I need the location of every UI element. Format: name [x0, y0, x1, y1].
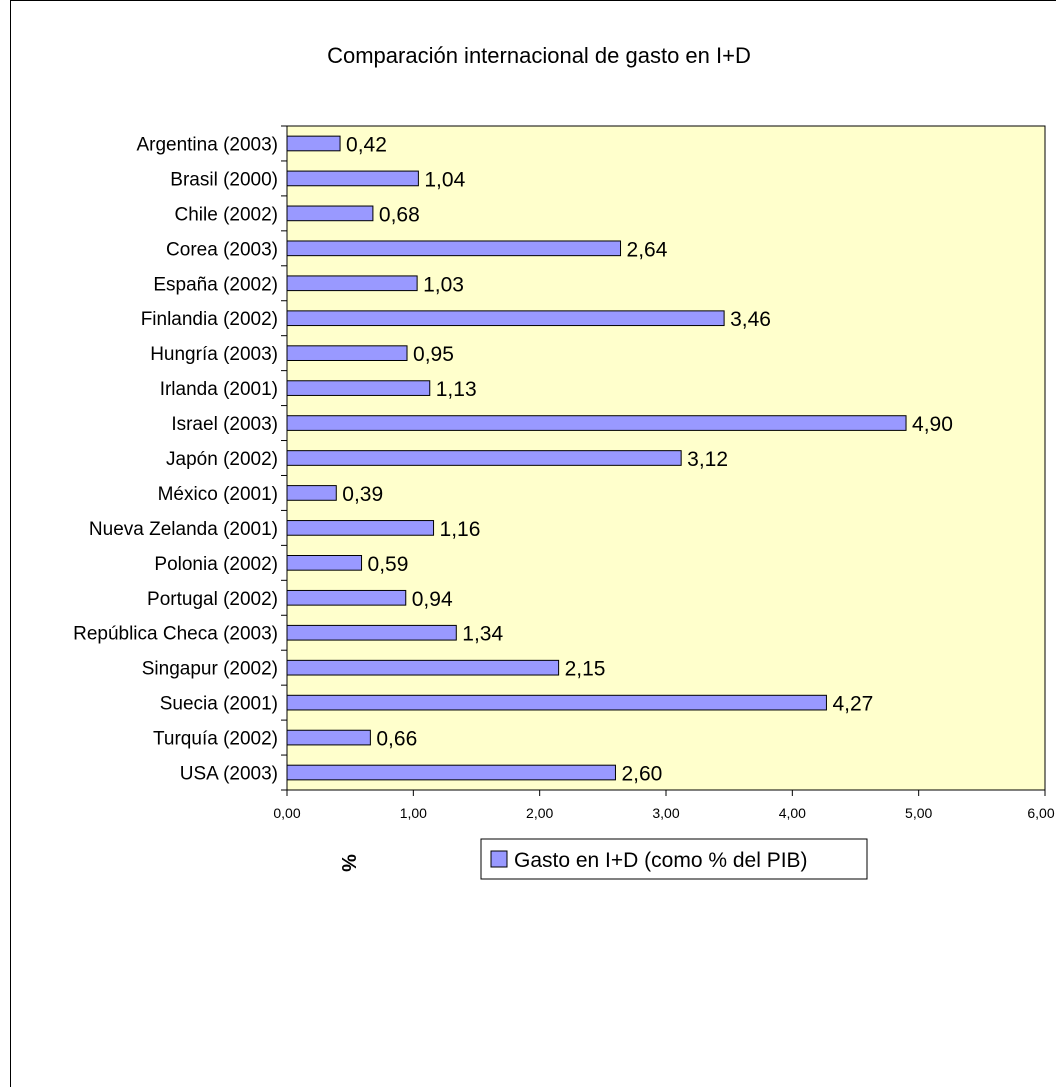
category-label-11: Nueva Zelanda (2001)	[89, 519, 278, 540]
bar-18	[286, 764, 616, 781]
x-tick-label-3: 3,00	[652, 805, 679, 821]
value-label-1: 1,04	[424, 168, 465, 191]
value-label-6: 0,95	[413, 343, 454, 366]
bar-12	[286, 555, 363, 571]
value-label-10: 0,39	[342, 483, 383, 506]
value-label-15: 2,15	[565, 658, 606, 681]
bar-3	[286, 240, 622, 257]
category-label-16: Suecia (2001)	[160, 694, 278, 715]
x-tick-label-5: 5,00	[905, 805, 932, 821]
value-labels: 0,42 1,040,68 2,64 1,03 3,46 0,95 1,13 4,90 3,12…	[342, 133, 953, 785]
bar-1	[286, 170, 419, 187]
axis-ticks: 0,00 1,00 2,00 3,00 4,00 5,00 6,00	[273, 125, 1055, 821]
category-labels: Argentina (2003) Brasil (2000) Chile (2002…	[73, 134, 278, 784]
category-label-12: Polonia (2002)	[154, 554, 278, 575]
bars-group	[286, 135, 907, 781]
category-label-5: Finlandia (2002)	[141, 309, 278, 330]
bar-5	[286, 310, 725, 327]
value-label-12: 0,59	[368, 553, 409, 576]
bar-9	[286, 450, 682, 466]
x-tick-label-6: 6,00	[1027, 805, 1054, 821]
category-label-3: Corea (2003)	[166, 239, 278, 260]
bar-10	[286, 485, 337, 501]
bar-6	[286, 345, 408, 361]
bar-17	[286, 729, 371, 746]
category-label-9: Japón (2002)	[166, 449, 278, 470]
value-label-2: 0,68	[379, 203, 420, 226]
bar-14	[286, 624, 457, 641]
value-label-13: 0,94	[412, 588, 453, 611]
bar-15	[286, 659, 560, 676]
category-label-14: República Checa (2003)	[73, 624, 278, 645]
legend-box	[480, 838, 868, 880]
category-label-7: Irlanda (2001)	[160, 379, 278, 400]
bar-0	[286, 135, 341, 152]
value-label-0: 0,42	[346, 133, 387, 156]
category-label-17: Turquía (2002)	[153, 729, 278, 750]
category-label-6: Hungría (2003)	[150, 344, 278, 365]
category-label-15: Singapur (2002)	[142, 659, 278, 680]
value-label-9: 3,12	[687, 448, 728, 471]
x-tick-label-4: 4,00	[779, 805, 806, 821]
bar-8	[286, 415, 907, 431]
category-label-2: Chile (2002)	[175, 204, 279, 225]
legend-swatch	[490, 850, 508, 868]
value-label-4: 1,03	[423, 273, 464, 296]
value-label-8: 4,90	[912, 413, 953, 436]
bar-13	[286, 589, 407, 606]
value-label-5: 3,46	[730, 308, 771, 331]
category-label-1: Brasil (2000)	[170, 169, 278, 190]
chart-frame: Comparación internacional de gasto en I+…	[10, 0, 1056, 1087]
legend-series-label: Gasto en I+D (como % del PIB)	[514, 849, 808, 872]
category-label-13: Portugal (2002)	[147, 589, 278, 610]
value-label-16: 4,27	[832, 693, 873, 716]
chart-svg: Comparación internacional de gasto en I+…	[73, 43, 1055, 880]
bar-11	[286, 520, 435, 536]
x-tick-label-1: 1,00	[400, 805, 427, 821]
value-label-7: 1,13	[436, 378, 477, 401]
x-axis-unit-label: %	[337, 854, 359, 872]
category-label-8: Israel (2003)	[171, 414, 278, 435]
category-label-4: España (2002)	[153, 274, 278, 295]
x-tick-label-0: 0,00	[273, 805, 300, 821]
value-label-11: 1,16	[440, 518, 481, 541]
value-label-17: 0,66	[376, 728, 417, 751]
bar-7	[286, 380, 431, 396]
category-label-0: Argentina (2003)	[136, 134, 278, 155]
legend: Gasto en I+D (como % del PIB)	[480, 838, 868, 880]
bar-2	[286, 205, 374, 222]
bar-16	[286, 694, 827, 711]
chart-title: Comparación internacional de gasto en I+…	[327, 43, 751, 68]
value-label-3: 2,64	[627, 238, 668, 261]
category-label-10: México (2001)	[158, 484, 278, 505]
category-label-18: USA (2003)	[180, 764, 278, 785]
x-tick-label-2: 2,00	[526, 805, 553, 821]
value-label-14: 1,34	[462, 623, 503, 646]
bar-4	[286, 275, 418, 292]
value-label-18: 2,60	[621, 763, 662, 786]
